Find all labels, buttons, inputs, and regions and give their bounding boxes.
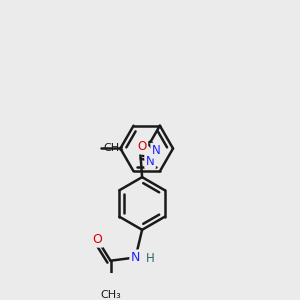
Text: N: N	[152, 144, 161, 157]
Text: O: O	[92, 233, 102, 246]
Text: N: N	[146, 155, 154, 168]
Text: O: O	[137, 140, 147, 153]
Text: N: N	[131, 251, 140, 264]
Text: H: H	[146, 252, 154, 265]
Text: CH₃: CH₃	[103, 143, 124, 154]
Text: CH₃: CH₃	[100, 290, 121, 300]
